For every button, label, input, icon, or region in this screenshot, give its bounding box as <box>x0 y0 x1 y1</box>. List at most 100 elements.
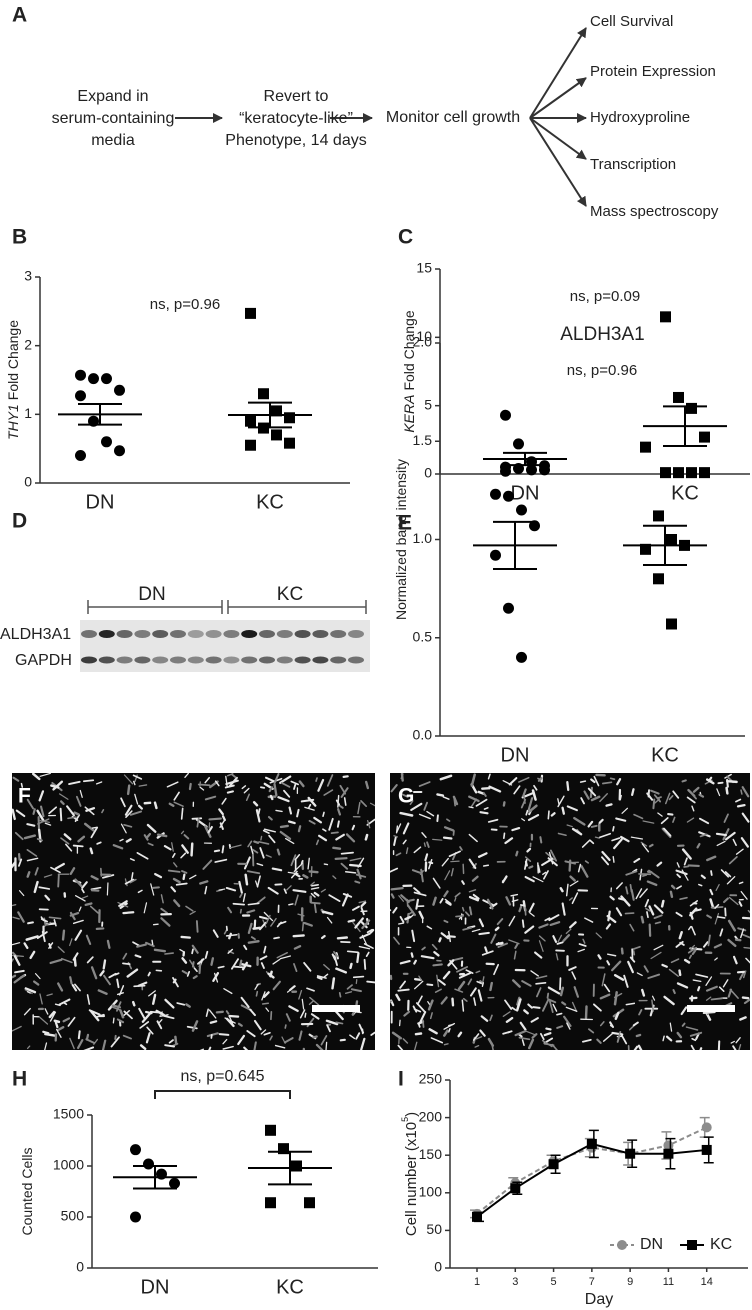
cell <box>54 1021 59 1029</box>
cell <box>571 1001 578 1013</box>
data-point <box>640 543 651 555</box>
cell <box>39 993 43 1005</box>
cell <box>315 839 320 846</box>
cell <box>705 996 712 1001</box>
cell <box>716 840 726 847</box>
cell <box>687 946 698 954</box>
cell <box>48 806 58 815</box>
cell <box>607 910 611 922</box>
cell <box>420 868 424 883</box>
panel-label: F <box>18 785 31 808</box>
data-point <box>640 441 651 453</box>
cell <box>675 940 684 948</box>
cell <box>320 1035 328 1046</box>
cell <box>124 878 128 887</box>
cell <box>565 883 569 897</box>
cell <box>518 905 523 913</box>
cell <box>589 839 595 845</box>
cell <box>390 909 392 912</box>
cell <box>218 808 224 816</box>
cell <box>14 831 24 841</box>
cell <box>635 888 643 900</box>
cell <box>615 817 627 822</box>
cell <box>309 996 320 1006</box>
cell <box>511 826 521 832</box>
cell <box>210 957 215 966</box>
cell <box>393 936 400 945</box>
cell <box>646 880 658 887</box>
cell <box>742 970 747 979</box>
cell <box>225 779 239 786</box>
cell <box>735 798 742 803</box>
y-tick-label: 5 <box>424 396 432 412</box>
data-point <box>130 1211 141 1223</box>
cell <box>465 911 470 917</box>
cell <box>695 973 709 978</box>
cell <box>243 1046 249 1050</box>
cell <box>661 827 672 838</box>
cell <box>513 950 517 960</box>
blot-band <box>259 630 275 638</box>
cell <box>426 841 430 848</box>
blot-band <box>81 656 97 664</box>
cell <box>455 914 465 918</box>
data-point <box>548 1159 559 1170</box>
cell <box>355 1032 361 1040</box>
cell <box>446 818 451 822</box>
cell <box>209 1020 218 1024</box>
cell <box>451 997 455 1007</box>
x-tick-label: KC <box>256 491 284 513</box>
cell <box>357 857 365 868</box>
cell <box>23 1007 31 1016</box>
cell <box>27 921 34 925</box>
blot-band <box>98 630 115 638</box>
cell <box>632 950 636 956</box>
blot-band <box>312 656 329 664</box>
data-point <box>304 1197 315 1209</box>
cell <box>93 1038 99 1045</box>
cell <box>524 925 535 934</box>
cell <box>96 1013 105 1018</box>
outcome-label: Cell Survival <box>590 13 673 30</box>
cell <box>683 857 688 866</box>
data-point <box>75 369 86 381</box>
data-point <box>516 504 527 516</box>
cell <box>226 790 234 794</box>
y-tick-label: 0.0 <box>413 727 433 743</box>
outcome-label: Transcription <box>590 156 676 173</box>
cell <box>82 779 95 783</box>
cell <box>647 973 661 980</box>
cell <box>84 902 93 907</box>
cell <box>263 945 267 954</box>
cell <box>335 833 345 841</box>
cell <box>402 822 410 835</box>
cell <box>102 874 115 879</box>
cell <box>421 946 426 951</box>
cell <box>445 900 452 906</box>
cell <box>614 1011 620 1020</box>
cell <box>334 1009 344 1021</box>
cell <box>189 874 197 880</box>
x-tick-label: KC <box>671 482 699 504</box>
cell <box>691 1037 697 1042</box>
cell <box>283 888 287 894</box>
cell <box>707 934 711 947</box>
outcome-label: Hydroxyproline <box>590 109 690 126</box>
cell <box>290 854 297 867</box>
cell <box>125 810 133 818</box>
cell <box>57 1026 65 1032</box>
error-bar <box>133 1165 177 1190</box>
cell <box>547 857 558 867</box>
cell <box>325 1041 328 1050</box>
data-point <box>500 409 511 421</box>
cell <box>13 955 21 966</box>
cell <box>521 980 532 987</box>
blot-band <box>312 630 329 638</box>
step-label: Monitor cell growth <box>386 109 520 126</box>
cell <box>672 790 680 799</box>
cell <box>26 991 31 994</box>
cell <box>286 985 296 993</box>
cell <box>552 935 558 943</box>
cell <box>648 843 654 848</box>
data-point <box>503 490 514 502</box>
